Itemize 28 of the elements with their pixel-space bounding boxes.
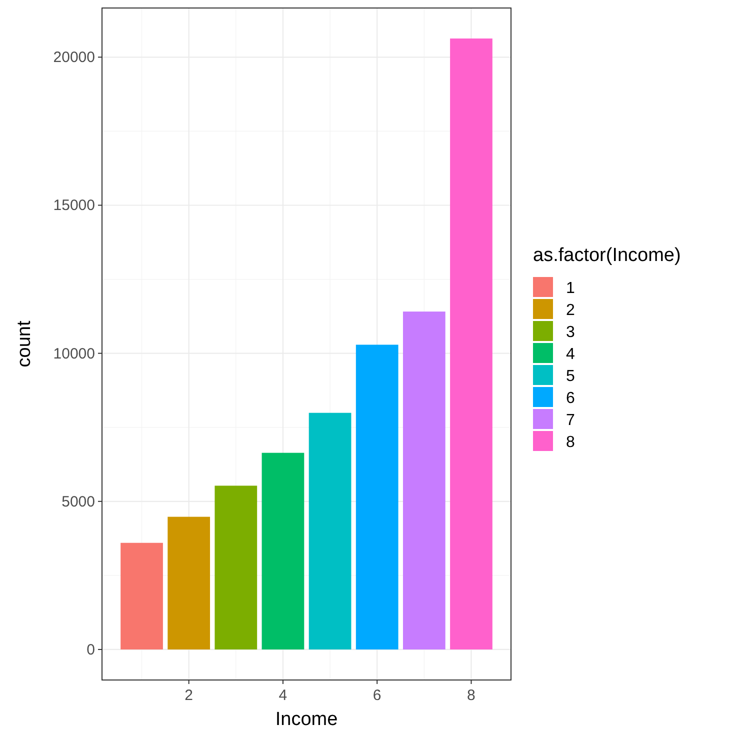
legend-label: 1 [566, 280, 575, 297]
y-tick-label: 20000 [53, 49, 95, 66]
bar [120, 542, 163, 650]
bar [168, 516, 210, 650]
x-axis-title: Income [275, 709, 338, 730]
bar [262, 452, 304, 650]
legend-label: 5 [566, 368, 575, 385]
bar [214, 486, 258, 650]
legend-title: as.factor(Income) [533, 245, 681, 266]
bar [450, 38, 492, 650]
y-tick-label: 10000 [53, 345, 95, 362]
legend-label: 8 [566, 434, 575, 451]
legend-label: 4 [566, 346, 575, 363]
x-tick-label: 4 [278, 687, 288, 704]
legend-label: 7 [566, 412, 575, 429]
y-axis-title: count [14, 320, 35, 368]
bar [402, 312, 446, 650]
x-tick-label: 6 [372, 687, 382, 704]
x-tick-label: 8 [467, 687, 476, 704]
x-tick-label: 2 [184, 687, 194, 704]
bar [308, 412, 352, 650]
y-tick-label: 5000 [62, 493, 95, 510]
y-tick-label: 0 [86, 641, 95, 658]
bar [356, 344, 398, 650]
legend-label: 2 [566, 302, 575, 319]
legend-label: 3 [566, 324, 575, 341]
legend-label: 6 [566, 390, 575, 407]
y-tick-label: 15000 [53, 197, 95, 214]
